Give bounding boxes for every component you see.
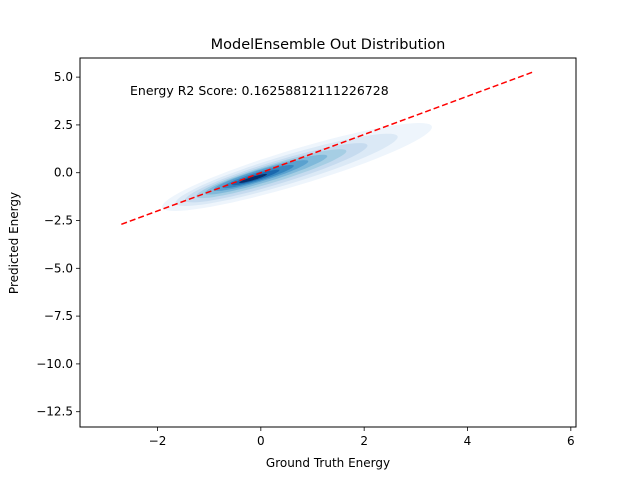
y-tick-label: −5.0 [44, 261, 73, 275]
x-tick-label: −2 [149, 434, 167, 448]
x-tick-label: 2 [360, 434, 368, 448]
x-tick-label: 6 [567, 434, 575, 448]
y-tick-label: −7.5 [44, 309, 73, 323]
chart-title: ModelEnsemble Out Distribution [211, 37, 446, 53]
y-tick-label: −12.5 [36, 405, 73, 419]
y-tick-label: 2.5 [54, 118, 73, 132]
reference-line-layer [121, 71, 533, 226]
density-contour-level-9 [239, 173, 267, 183]
y-axis-label: Predicted Energy [7, 192, 21, 294]
x-tick-label: 0 [257, 434, 265, 448]
y-tick-label: 0.0 [54, 166, 73, 180]
y-tick-label: 5.0 [54, 70, 73, 84]
y-tick-label: −2.5 [44, 214, 73, 228]
x-axis-ticks: −2 0 2 4 6 [149, 427, 575, 448]
y-axis-ticks: 5.0 2.5 0.0 −2.5 −5.0 −7.5 −10.0 −12.5 [36, 70, 80, 419]
density-layer [162, 123, 432, 211]
reference-line [121, 71, 533, 226]
x-tick-label: 4 [464, 434, 472, 448]
x-axis-label: Ground Truth Energy [266, 456, 390, 470]
plot-frame [79, 57, 577, 428]
y-tick-label: −10.0 [36, 357, 73, 371]
r2-score-annotation: Energy R2 Score: 0.16258812111226728 [130, 83, 389, 98]
